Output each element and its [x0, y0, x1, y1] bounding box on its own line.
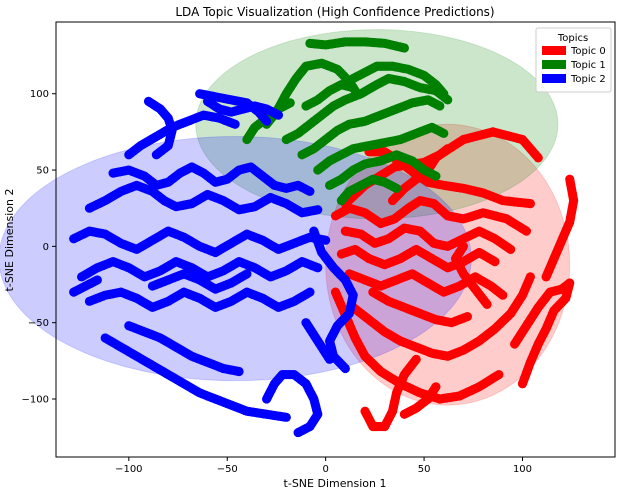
data-point	[435, 101, 445, 111]
y-tick-label: −100	[22, 395, 49, 406]
x-tick-label: 0	[322, 464, 328, 475]
data-point	[293, 427, 303, 438]
topic-0-points	[330, 127, 579, 432]
data-point	[151, 150, 161, 160]
legend: Topics Topic 0 Topic 1 Topic 2	[535, 27, 612, 93]
plot-frame	[55, 21, 616, 458]
data-point	[340, 363, 350, 374]
topic-2-points	[69, 89, 358, 438]
x-tick-label: −50	[217, 464, 238, 475]
topic-0-legend-swatch	[542, 46, 566, 55]
data-point	[305, 287, 315, 297]
legend-title: Topics	[557, 33, 588, 44]
topic-1-legend-swatch	[542, 60, 566, 69]
data-point	[431, 382, 441, 392]
data-point	[92, 275, 102, 285]
topic-2-legend-swatch	[542, 74, 566, 83]
topic-2-legend-label: Topic 2	[570, 74, 606, 85]
data-point	[281, 412, 291, 422]
data-point	[242, 269, 252, 279]
data-point	[443, 144, 453, 154]
y-axis-label: t-SNE Dimension 2	[3, 189, 16, 292]
data-point	[230, 119, 240, 129]
x-tick-label: −100	[115, 464, 142, 475]
x-axis-label: t-SNE Dimension 1	[284, 477, 387, 490]
data-point	[391, 183, 402, 193]
data-point	[439, 128, 449, 139]
y-tick-label: 0	[43, 242, 49, 253]
data-point	[285, 98, 295, 108]
x-tick-label: 100	[513, 464, 532, 475]
data-point	[324, 354, 335, 364]
data-point	[348, 83, 358, 93]
data-point	[525, 272, 535, 282]
topic-1-legend-label: Topic 1	[570, 60, 606, 71]
data-point	[313, 263, 323, 273]
data-point	[482, 299, 492, 309]
data-point	[490, 257, 500, 267]
data-point	[533, 153, 543, 163]
topic-1-points	[242, 37, 453, 206]
y-axis-ticks: −100 −50 0 50 100	[22, 89, 56, 406]
x-tick-label: 50	[418, 464, 431, 475]
chart-title: LDA Topic Visualization (High Confidence…	[175, 5, 494, 19]
y-tick-label: 50	[36, 166, 49, 177]
legend-entries: Topic 0 Topic 1 Topic 2	[542, 46, 606, 85]
data-point	[462, 311, 472, 322]
data-point	[305, 186, 315, 197]
data-point	[439, 89, 449, 99]
data-point	[431, 171, 441, 181]
data-point	[399, 43, 409, 53]
topic-points	[69, 37, 579, 438]
data-point	[321, 235, 331, 245]
data-point	[411, 354, 421, 364]
data-point	[521, 226, 532, 236]
data-point	[498, 290, 508, 300]
y-tick-label: −50	[28, 318, 49, 329]
data-point	[506, 244, 516, 255]
data-point	[525, 199, 535, 209]
data-point	[517, 379, 528, 389]
x-axis-ticks: −100 −50 0 50 100	[115, 457, 532, 475]
data-point	[234, 366, 244, 377]
data-point	[565, 174, 575, 184]
data-point	[262, 116, 272, 126]
topic-0-legend-label: Topic 0	[570, 46, 606, 57]
data-point	[494, 369, 504, 380]
y-tick-label: 100	[30, 89, 49, 100]
data-point	[273, 110, 284, 120]
data-point	[313, 205, 323, 215]
